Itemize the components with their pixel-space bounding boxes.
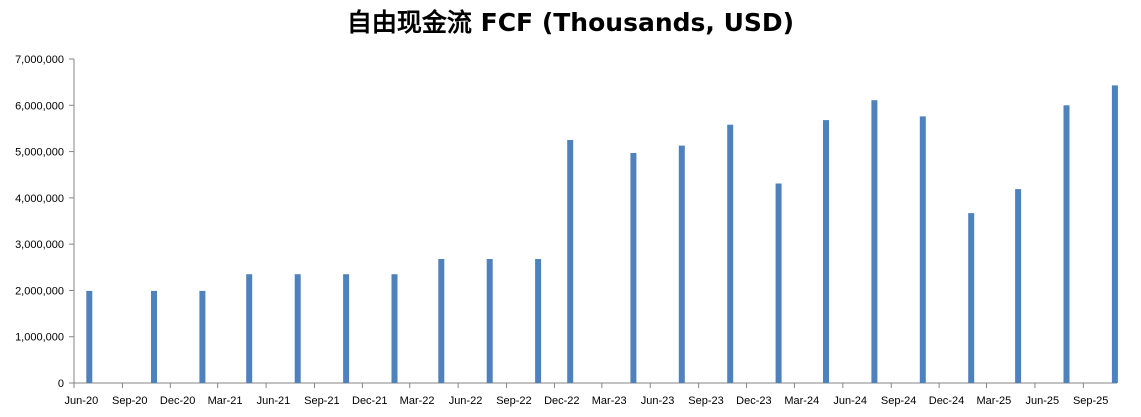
- bar: [727, 124, 734, 383]
- bar: [871, 100, 878, 383]
- x-tick-label: Mar-22: [400, 395, 435, 407]
- x-tick-label: Jun-20: [65, 395, 99, 407]
- x-tick-label: Sep-23: [688, 395, 723, 407]
- bar: [294, 274, 301, 383]
- y-tick-label: 3,000,000: [15, 239, 64, 251]
- y-tick-label: 5,000,000: [15, 147, 64, 159]
- x-tick-label: Dec-24: [929, 395, 964, 407]
- x-tick-label: Mar-21: [208, 395, 243, 407]
- bar: [919, 116, 926, 384]
- x-tick-label: Dec-22: [544, 395, 579, 407]
- x-tick-label: Jun-21: [257, 395, 291, 407]
- x-tick-label: Sep-25: [1073, 395, 1108, 407]
- x-tick-label: Jun-24: [833, 395, 867, 407]
- x-tick-label: Jun-25: [1025, 395, 1059, 407]
- y-tick-label: 7,000,000: [15, 54, 64, 66]
- bar: [678, 145, 685, 383]
- x-tick-label: Sep-24: [881, 395, 916, 407]
- bar: [151, 290, 157, 383]
- y-tick-label: 1,000,000: [15, 332, 64, 344]
- bar: [1111, 85, 1118, 384]
- bar: [246, 274, 253, 383]
- bar: [86, 290, 93, 383]
- bar: [343, 274, 350, 383]
- x-tick-label: Dec-21: [352, 395, 387, 407]
- y-tick-label: 6,000,000: [15, 100, 64, 112]
- y-tick-label: 0: [58, 378, 64, 390]
- chart-title: 自由现金流 FCF (Thousands, USD): [346, 8, 795, 37]
- bar: [535, 259, 542, 383]
- bar: [391, 274, 398, 383]
- x-tick-label: Dec-20: [160, 395, 195, 407]
- bar: [567, 140, 574, 383]
- x-tick-label: Dec-23: [736, 395, 771, 407]
- bar: [775, 183, 782, 383]
- x-tick-label: Mar-25: [976, 395, 1011, 407]
- bar: [630, 153, 637, 383]
- bar: [199, 290, 206, 383]
- bar: [823, 120, 829, 383]
- x-tick-label: Jun-22: [449, 395, 483, 407]
- x-tick-label: Mar-23: [592, 395, 627, 407]
- bar: [1063, 105, 1070, 384]
- bar: [1015, 189, 1022, 383]
- x-tick-label: Sep-21: [304, 395, 339, 407]
- y-tick-label: 2,000,000: [15, 285, 64, 297]
- x-tick-label: Jun-23: [641, 395, 675, 407]
- bar: [968, 213, 975, 383]
- x-tick-label: Mar-24: [784, 395, 819, 407]
- x-tick-label: Sep-22: [496, 395, 531, 407]
- x-tick-label: Sep-20: [112, 395, 147, 407]
- bar: [486, 259, 493, 383]
- bar: [438, 259, 445, 383]
- y-tick-label: 4,000,000: [15, 193, 64, 205]
